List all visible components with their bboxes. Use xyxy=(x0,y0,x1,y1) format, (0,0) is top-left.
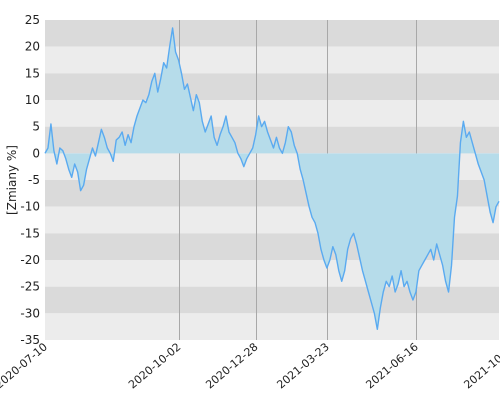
grid-band xyxy=(45,313,499,340)
grid-band xyxy=(45,47,499,74)
y-tick-label: -5 xyxy=(28,173,40,187)
y-tick-label: -30 xyxy=(20,306,40,320)
grid-band xyxy=(45,20,499,47)
y-tick-label: 25 xyxy=(25,13,40,27)
y-tick-label: -20 xyxy=(20,253,40,267)
x-tick-label: 2020-12-28 xyxy=(203,340,260,391)
x-tick-label: 2021-10-08 xyxy=(461,340,500,391)
y-tick-label: 15 xyxy=(25,66,40,80)
y-tick-label: -25 xyxy=(20,280,40,294)
y-tick-label: -15 xyxy=(20,226,40,240)
grid-band xyxy=(45,287,499,314)
y-tick-label: 0 xyxy=(32,146,40,160)
x-tick-label: 2021-06-16 xyxy=(364,340,421,391)
grid-band xyxy=(45,260,499,287)
y-tick-label: -10 xyxy=(20,200,40,214)
x-tick-label: 2020-07-10 xyxy=(0,340,50,391)
y-tick-label: 5 xyxy=(32,120,40,134)
grid-band xyxy=(45,100,499,127)
grid-band xyxy=(45,73,499,100)
y-axis-label: [Zmiany %] xyxy=(5,145,19,215)
x-axis-ticks: 2020-07-10 2020-10-02 2020-12-28 2021-03-23… xyxy=(0,340,500,391)
y-tick-label: 20 xyxy=(25,40,40,54)
x-tick-label: 2021-03-23 xyxy=(274,340,331,391)
y-tick-label: 10 xyxy=(25,93,40,107)
x-tick-label: 2020-10-02 xyxy=(126,340,183,391)
